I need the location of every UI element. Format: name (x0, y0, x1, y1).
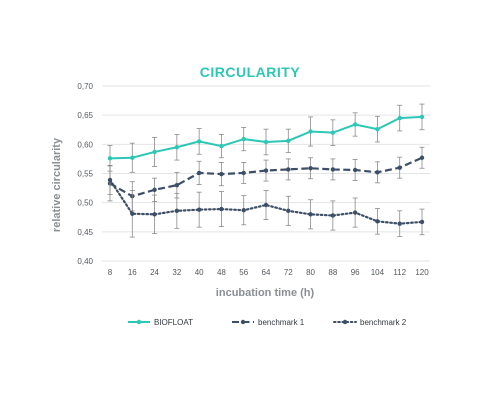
series-line (108, 178, 424, 225)
series-biofloat (107, 103, 425, 173)
data-point (219, 143, 224, 149)
data-point (196, 207, 202, 212)
data-point (107, 156, 113, 161)
x-tick-label: 120 (415, 268, 429, 277)
data-point (352, 167, 358, 173)
y-axis-ticks: 0,40 0,45 0,50 0,55 0,60 0,65 0,70 (77, 82, 93, 266)
y-tick-label: 0,50 (77, 199, 93, 208)
y-tick-label: 0,40 (77, 257, 93, 266)
data-point (174, 208, 180, 214)
data-point (130, 155, 135, 160)
x-tick-label: 96 (351, 268, 360, 277)
data-point (286, 167, 291, 172)
data-point (375, 126, 380, 132)
x-axis-label: incubation time (h) (216, 287, 315, 299)
data-point (375, 170, 380, 175)
data-point (196, 170, 202, 176)
data-point (397, 165, 402, 170)
data-point (241, 170, 246, 176)
data-point (152, 187, 157, 193)
y-tick-label: 0,65 (77, 111, 93, 120)
data-point (174, 145, 180, 150)
legend-marker (342, 319, 348, 325)
data-point (419, 155, 425, 160)
data-point (263, 168, 269, 173)
data-point (286, 138, 291, 144)
legend-label: benchmark 2 (360, 318, 407, 327)
x-tick-label: 104 (371, 268, 385, 277)
x-tick-label: 24 (150, 268, 159, 277)
y-axis-label: relative circularity (51, 137, 63, 232)
data-point (241, 136, 246, 142)
x-tick-label: 40 (195, 268, 204, 277)
x-tick-label: 88 (328, 268, 337, 277)
y-tick-label: 0,45 (77, 228, 93, 237)
legend-item: benchmark 2 (333, 318, 407, 327)
data-point (330, 130, 336, 135)
chart-title: CIRCULARITY (200, 64, 301, 80)
legend: BIOFLOAT benchmark 1 benchmark 2 (128, 318, 407, 327)
x-tick-label: 48 (217, 268, 226, 277)
x-tick-label: 112 (393, 268, 406, 277)
y-tick-label: 0,60 (77, 140, 93, 149)
series-benchmark-1 (107, 146, 425, 212)
data-point (263, 139, 269, 145)
data-point (397, 115, 402, 121)
data-point (241, 208, 246, 213)
x-tick-label: 8 (108, 268, 113, 277)
legend-item: benchmark 1 (232, 318, 305, 327)
legend-label: benchmark 1 (258, 318, 305, 327)
data-point (107, 177, 113, 183)
x-tick-label: 72 (284, 268, 293, 277)
y-tick-label: 0,55 (77, 170, 93, 179)
data-point (375, 219, 380, 224)
x-tick-label: 16 (128, 268, 137, 277)
data-point (330, 213, 336, 218)
series-benchmark-2 (107, 164, 425, 238)
data-point (330, 167, 336, 172)
legend-marker (240, 319, 246, 325)
data-point (196, 139, 202, 144)
data-point (308, 166, 313, 171)
data-point (263, 202, 269, 208)
data-point (419, 219, 425, 225)
x-tick-label: 80 (306, 268, 315, 277)
x-tick-label: 32 (172, 268, 181, 277)
legend-label: BIOFLOAT (154, 318, 193, 327)
x-axis-ticks: 8 16 24 32 40 48 56 64 72 80 88 96 104 112 120 (108, 268, 429, 277)
data-point (352, 210, 358, 215)
x-tick-label: 56 (239, 268, 248, 277)
legend-item: BIOFLOAT (128, 318, 193, 327)
data-point (419, 114, 425, 120)
data-point (130, 211, 135, 216)
data-point (219, 206, 224, 212)
data-point (397, 221, 402, 226)
y-tick-label: 0,70 (77, 82, 93, 91)
data-point (308, 212, 313, 217)
data-point (152, 212, 157, 217)
x-tick-label: 64 (262, 268, 271, 277)
data-point (286, 208, 291, 214)
series-layer (107, 103, 425, 238)
data-point (152, 149, 157, 155)
data-point (219, 171, 224, 177)
data-point (352, 122, 358, 127)
data-point (174, 182, 180, 188)
legend-marker (136, 319, 142, 325)
data-point (308, 129, 313, 134)
